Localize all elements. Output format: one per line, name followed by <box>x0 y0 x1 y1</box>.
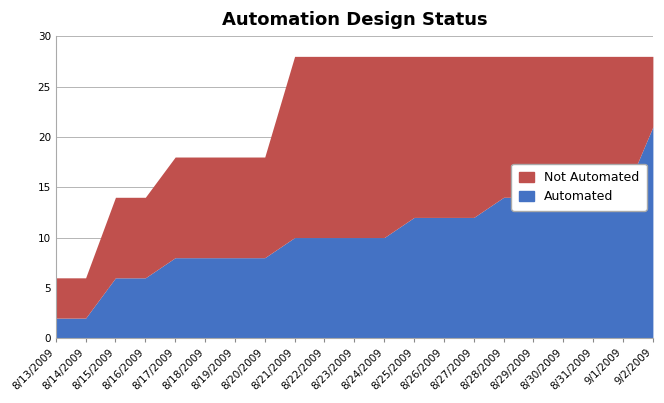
Legend: Not Automated, Automated: Not Automated, Automated <box>511 164 647 211</box>
Title: Automation Design Status: Automation Design Status <box>222 11 487 29</box>
